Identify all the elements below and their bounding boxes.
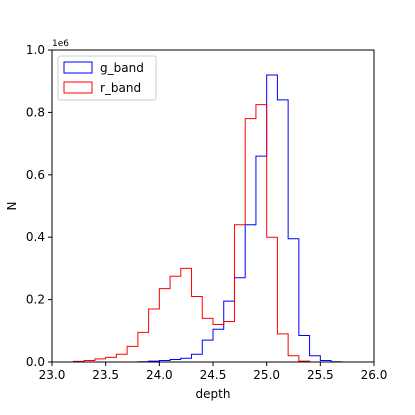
y-axis-label: N <box>5 202 19 211</box>
x-tick-label: 24.5 <box>200 368 227 382</box>
legend-label-g-band: g_band <box>100 61 144 75</box>
x-tick-label: 23.0 <box>39 368 66 382</box>
x-tick-label: 23.5 <box>92 368 119 382</box>
x-tick-label: 25.5 <box>307 368 334 382</box>
histogram-step-line <box>73 74 343 363</box>
y-tick-label: 1.0 <box>26 43 45 57</box>
legend-swatch-g-band <box>63 61 93 74</box>
y-tick-label: 0.0 <box>26 355 45 369</box>
legend: g_band r_band <box>57 55 157 101</box>
x-tick-label: 24.0 <box>146 368 173 382</box>
x-tick-label: 25.0 <box>253 368 280 382</box>
x-axis-ticks: 23.0 23.5 24.0 24.5 25.0 25.5 26.0 <box>39 362 388 382</box>
legend-box <box>57 55 157 101</box>
x-axis-label: depth <box>196 387 231 401</box>
y-tick-label: 0.2 <box>26 293 45 307</box>
x-tick-label: 26.0 <box>361 368 388 382</box>
y-axis-ticks: 0.0 0.2 0.4 0.6 0.8 1.0 <box>26 43 52 369</box>
legend-swatch-r-band <box>63 81 93 94</box>
series-r-band <box>72 104 342 363</box>
y-tick-label: 0.4 <box>26 230 45 244</box>
histogram-step-line <box>72 104 342 363</box>
series-g-band <box>73 74 343 363</box>
y-tick-label: 0.8 <box>26 105 45 119</box>
legend-label-r-band: r_band <box>100 81 141 95</box>
y-multiplier-label: 1e6 <box>52 39 69 49</box>
y-tick-label: 0.6 <box>26 168 45 182</box>
